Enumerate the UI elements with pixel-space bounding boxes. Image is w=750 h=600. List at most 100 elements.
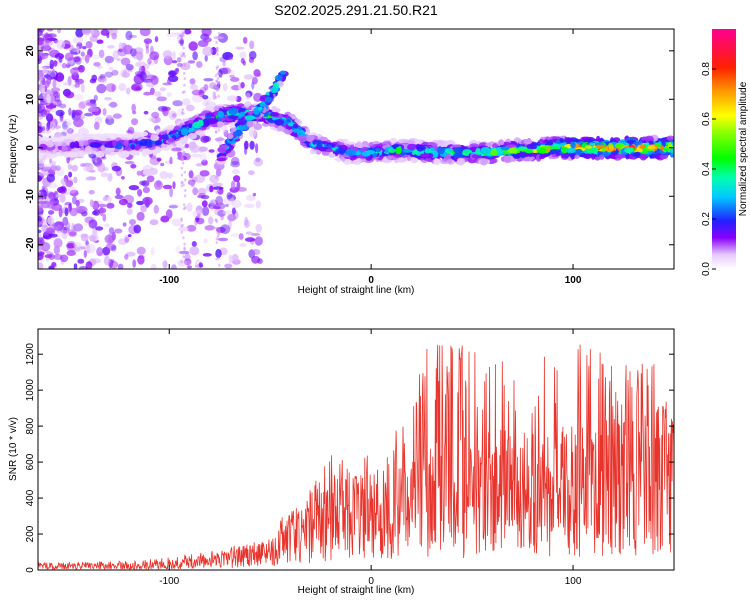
noise-blob [248, 127, 257, 138]
noise-blob [249, 40, 255, 50]
ridge-blob [475, 147, 481, 156]
noise-blob [180, 37, 183, 41]
noise-blob [107, 45, 115, 49]
noise-blob [47, 200, 54, 209]
noise-blob [84, 54, 90, 64]
noise-blob [142, 79, 153, 83]
ridge-blob [187, 132, 197, 140]
noise-blob [55, 72, 65, 82]
noise-blob [73, 93, 84, 101]
ridge-blob [123, 139, 129, 147]
noise-blob [180, 34, 184, 38]
noise-blob [183, 29, 192, 35]
ridge-blob [345, 149, 357, 157]
noise-blob [64, 207, 69, 217]
noise-blob [202, 46, 213, 57]
noise-blob [95, 226, 104, 231]
noise-blob [49, 59, 54, 70]
noise-blob [56, 118, 67, 123]
colorbar-tick-label: 0.0 [701, 262, 712, 276]
noise-blob [182, 203, 186, 207]
noise-blob [215, 241, 218, 244]
noise-blob [58, 56, 63, 63]
noise-blob [217, 173, 220, 177]
noise-blob [68, 171, 73, 178]
noise-blob [203, 238, 208, 244]
ridge-blob [130, 144, 136, 150]
noise-blob [61, 230, 68, 239]
noise-blob [55, 224, 63, 233]
noise-blob [76, 79, 80, 83]
noise-blob [46, 173, 55, 183]
noise-blob [120, 57, 131, 66]
colorbar-title: Normalized spectral amplitude [738, 81, 749, 216]
ridge-blob [416, 146, 424, 152]
y-tick-label: 600 [25, 453, 36, 470]
noise-blob [106, 202, 115, 209]
noise-blob [175, 67, 180, 72]
noise-blob [46, 29, 54, 32]
noise-blob [48, 210, 55, 215]
noise-blob [104, 71, 113, 78]
noise-blob [202, 253, 212, 257]
y-tick-label: 1000 [25, 379, 36, 402]
noise-blob [214, 209, 221, 216]
noise-blob [137, 255, 145, 265]
noise-blob [209, 199, 219, 206]
noise-blob [100, 172, 109, 178]
ridge-blob [304, 135, 315, 142]
noise-blob [187, 60, 196, 64]
y-tick-label: 10 [25, 93, 36, 105]
noise-blob [217, 94, 220, 98]
noise-blob [43, 41, 50, 50]
ridge-blob [298, 135, 307, 143]
noise-blob [97, 75, 107, 83]
noise-blob [114, 228, 123, 234]
ridge-blob [352, 159, 360, 165]
noise-blob [118, 198, 128, 206]
x-tick-label: 0 [368, 275, 374, 286]
ridge-blob [667, 142, 673, 150]
noise-blob [121, 176, 125, 180]
ridge-blob [480, 146, 492, 155]
noise-blob [183, 83, 186, 87]
noise-blob [68, 231, 77, 237]
noise-blob [243, 74, 254, 80]
noise-blob [106, 114, 113, 120]
noise-blob [106, 58, 111, 67]
noise-blob [111, 165, 122, 172]
noise-blob [171, 60, 178, 64]
noise-blob [144, 63, 150, 70]
noise-blob [38, 262, 44, 269]
ridge-blob [213, 111, 219, 116]
noise-blob [156, 96, 167, 102]
ridge-blob [140, 131, 149, 137]
noise-blob [38, 218, 43, 227]
ridge-blob [659, 154, 669, 160]
noise-blob [217, 82, 220, 86]
noise-blob [108, 66, 114, 71]
noise-blob [103, 255, 111, 266]
noise-blob [38, 126, 43, 134]
noise-blob [195, 163, 203, 167]
ridge-blob [500, 140, 505, 146]
noise-blob [53, 60, 58, 67]
ridge-blob [217, 146, 227, 153]
noise-blob [248, 170, 255, 176]
noise-blob [186, 202, 193, 212]
noise-blob [62, 126, 73, 133]
noise-blob [53, 254, 63, 260]
ridge-blob [274, 119, 285, 126]
ridge-blob [471, 154, 480, 159]
ridge-blob [624, 147, 634, 154]
noise-blob [68, 229, 77, 236]
noise-blob [200, 152, 207, 162]
noise-blob [54, 94, 61, 103]
noise-blob [65, 122, 72, 126]
noise-blob [100, 29, 110, 36]
noise-blob [180, 103, 183, 107]
noise-blob [251, 76, 258, 85]
noise-blob [202, 100, 209, 106]
ridge-blob [207, 118, 219, 124]
ridge-blob [160, 143, 168, 148]
